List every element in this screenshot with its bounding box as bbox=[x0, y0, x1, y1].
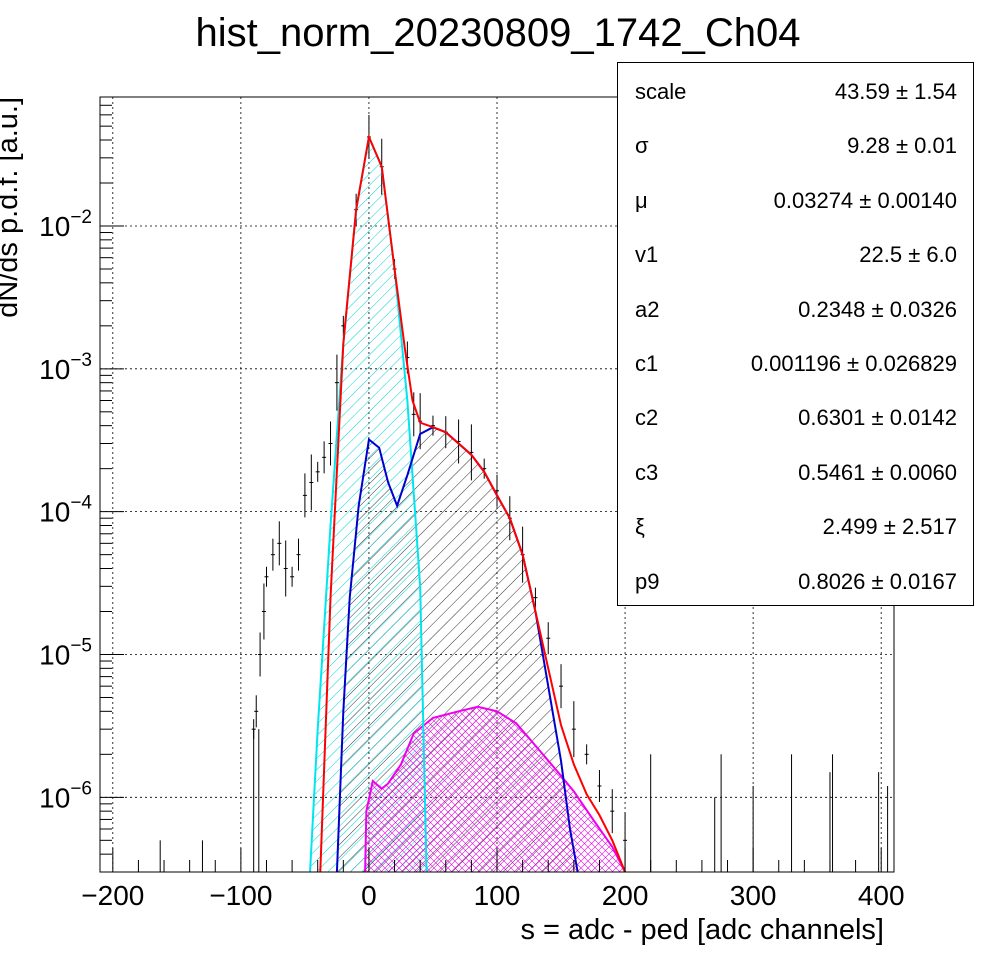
stat-name: scale bbox=[635, 79, 687, 104]
axes: −200 −100 0 100 200 300 40010−610−510−410−310−… bbox=[39, 96, 905, 911]
y-tick-mantissa: 10 bbox=[39, 354, 70, 385]
x-tick-label: 100 bbox=[474, 880, 521, 911]
x-tick-label: −200 bbox=[81, 880, 144, 911]
y-tick-exponent: −2 bbox=[70, 207, 92, 228]
y-tick-label: 10−4 bbox=[39, 493, 92, 528]
stat-name: v1 bbox=[635, 242, 659, 268]
stat-value: 43.59 ± 1.54 bbox=[834, 79, 957, 104]
y-tick-exponent: −4 bbox=[70, 493, 92, 514]
y-tick-label: 10−5 bbox=[39, 635, 92, 670]
stat-name: c3 bbox=[635, 459, 659, 485]
stat-name: p9 bbox=[635, 568, 660, 594]
x-tick-label: 300 bbox=[730, 880, 777, 911]
stat-row: a2 0.2348 ± 0.0326 bbox=[618, 297, 973, 327]
stat-row: v1 22.5 ± 6.0 bbox=[618, 242, 973, 272]
fit-curve bbox=[319, 133, 626, 872]
y-tick-exponent: −6 bbox=[70, 778, 92, 799]
stat-value: 0.03274 ± 0.00140 bbox=[773, 187, 957, 213]
stat-row: μ 0.03274 ± 0.00140 bbox=[618, 188, 973, 218]
fit-curve bbox=[364, 705, 626, 872]
y-tick-label: 10−2 bbox=[39, 207, 92, 242]
series-layer bbox=[159, 114, 889, 872]
stat-row: σ 9.28 ± 0.01 bbox=[618, 133, 973, 163]
stat-value: 0.6301 ± 0.0142 bbox=[798, 405, 957, 431]
stat-value: 0.8026 ± 0.0167 bbox=[798, 568, 957, 594]
y-tick-mantissa: 10 bbox=[39, 639, 70, 670]
stat-row: c2 0.6301 ± 0.0142 bbox=[618, 405, 973, 435]
stat-value: 22.5 ± 6.0 bbox=[859, 242, 957, 268]
stat-value: 9.28 ± 0.01 bbox=[847, 133, 957, 159]
fill-area bbox=[365, 706, 626, 872]
stat-row: p9 0.8026 ± 0.0167 bbox=[618, 569, 973, 599]
stat-row: ξ 2.499 ± 2.517 bbox=[618, 514, 973, 544]
y-tick-exponent: −5 bbox=[70, 635, 92, 656]
y-tick-label: 10−6 bbox=[39, 778, 92, 813]
y-axis-label: dN/ds p.d.f. [a.u.] bbox=[0, 97, 24, 318]
stat-row: scale 43.59 ± 1.54 bbox=[618, 79, 973, 109]
fit-stats-box: scale 43.59 ± 1.54 σ 9.28 ± 0.01 μ 0.03274 ± … bbox=[617, 62, 974, 606]
stat-value: 2.499 ± 2.517 bbox=[822, 514, 957, 540]
x-tick-label: 400 bbox=[858, 880, 905, 911]
stat-name: c2 bbox=[635, 405, 659, 431]
y-tick-mantissa: 10 bbox=[39, 782, 70, 813]
x-axis-label: s = adc - ped [adc channels] bbox=[520, 914, 884, 946]
stat-row: c3 0.5461 ± 0.0060 bbox=[618, 460, 973, 490]
stat-name: μ bbox=[635, 187, 648, 213]
stat-name: c1 bbox=[635, 351, 659, 376]
stat-value: 0.001196 ± 0.026829 bbox=[750, 351, 957, 376]
y-tick-exponent: −3 bbox=[70, 350, 92, 371]
y-tick-mantissa: 10 bbox=[39, 497, 70, 528]
x-tick-label: 200 bbox=[602, 880, 649, 911]
stat-name: a2 bbox=[635, 296, 660, 322]
stat-name: σ bbox=[635, 133, 649, 159]
y-tick-label: 10−3 bbox=[39, 350, 92, 385]
stat-value: 0.5461 ± 0.0060 bbox=[798, 459, 957, 485]
fill-area bbox=[310, 136, 427, 872]
y-tick-mantissa: 10 bbox=[39, 211, 70, 242]
x-tick-label: −100 bbox=[209, 880, 272, 911]
x-tick-label: 0 bbox=[361, 880, 377, 911]
stat-row: c1 0.001196 ± 0.026829 bbox=[618, 351, 973, 381]
stat-name: ξ bbox=[635, 514, 645, 540]
stat-value: 0.2348 ± 0.0326 bbox=[798, 296, 957, 322]
chart-title: hist_norm_20230809_1742_Ch04 bbox=[196, 11, 801, 55]
